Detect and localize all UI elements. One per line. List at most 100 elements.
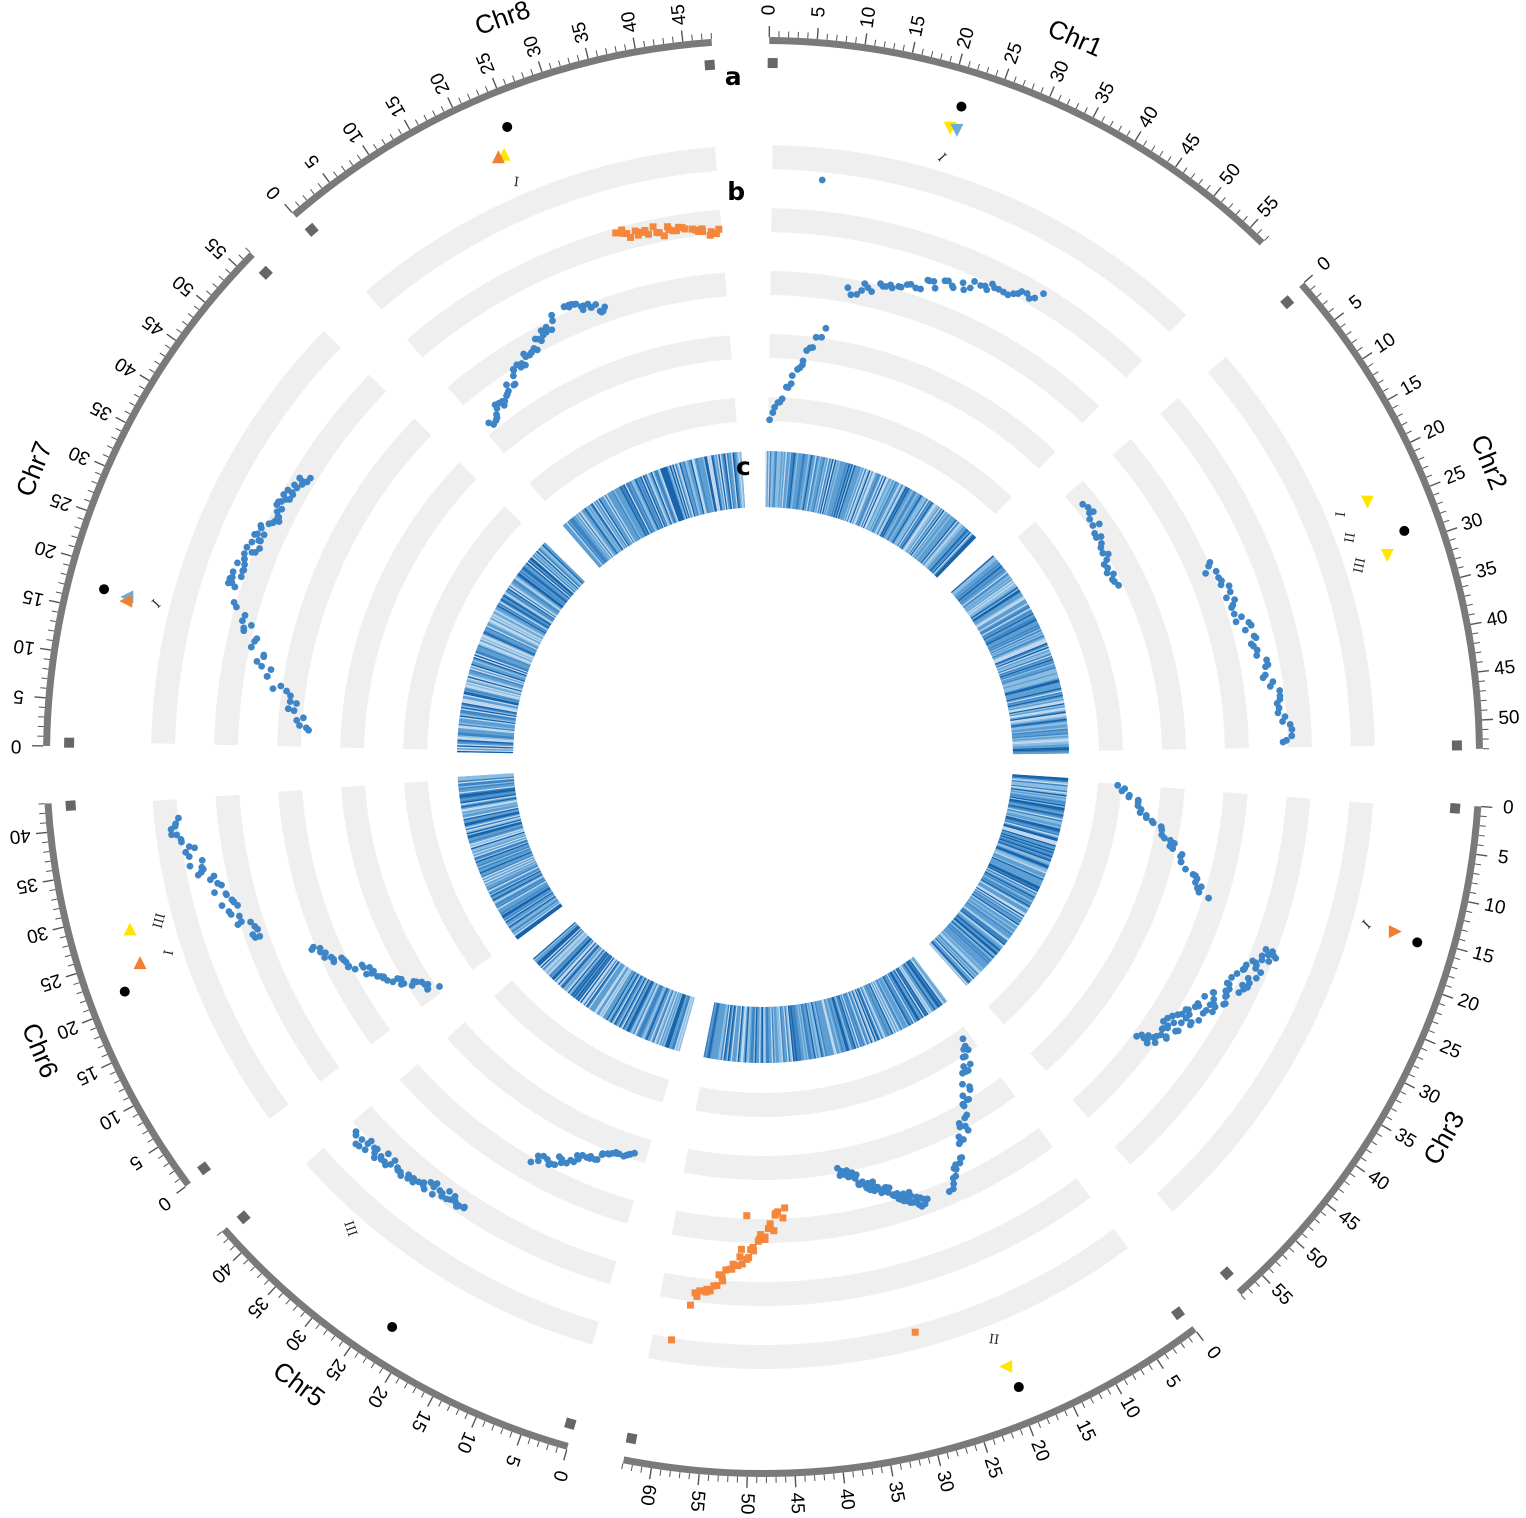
heatmap-bin	[461, 701, 518, 713]
tick-mark	[1477, 669, 1489, 673]
heatmap-bin	[458, 784, 515, 793]
heatmap-bin	[730, 1005, 738, 1062]
scatter-point	[888, 284, 896, 292]
tick-mark	[1417, 1056, 1424, 1060]
heatmap-bin	[487, 865, 539, 891]
tick-mark	[1409, 1073, 1415, 1078]
heatmap-bin	[458, 729, 515, 736]
scatter-point	[766, 1220, 774, 1228]
centromere-chr8	[502, 121, 513, 132]
heatmap-bin	[832, 462, 849, 518]
heatmap-bin	[713, 454, 725, 511]
tick-mark	[1468, 613, 1475, 616]
heatmap-bin	[609, 973, 639, 1023]
tick-mark	[1334, 312, 1345, 321]
heatmap-bin	[1004, 677, 1059, 694]
heatmap-bin	[795, 1004, 805, 1061]
tick-mark	[1452, 547, 1459, 551]
heatmap-bin	[803, 455, 815, 511]
tick-mark	[218, 275, 224, 281]
tick-label: 0	[11, 735, 22, 756]
heatmap-bin	[602, 969, 633, 1019]
scatter-point	[1115, 581, 1122, 589]
heatmap-bin	[865, 477, 890, 530]
scatter-point	[248, 538, 256, 546]
heatmap-bin	[981, 876, 1032, 905]
heatmap-bin	[882, 976, 911, 1027]
heatmap-bin	[608, 492, 638, 542]
heatmap-bin	[628, 481, 654, 533]
heatmap-bin	[974, 594, 1023, 626]
scatter-point	[509, 365, 517, 373]
heatmap-bin	[535, 924, 579, 963]
tick-mark	[1439, 1003, 1446, 1007]
feature-marker-chr6-9	[123, 922, 137, 936]
tick-mark	[1107, 1388, 1112, 1395]
scatter-point	[959, 1092, 967, 1100]
heatmap-bin	[901, 964, 934, 1013]
heatmap-bin	[622, 979, 650, 1030]
heatmap-bin	[978, 882, 1028, 913]
tick-label: 0	[153, 1192, 174, 1215]
heatmap-bin	[888, 972, 918, 1022]
tick-mark	[267, 1286, 276, 1296]
scatter-point	[278, 505, 286, 513]
heatmap-bin	[764, 1006, 767, 1063]
tick-mark	[911, 41, 916, 53]
tick-mark	[537, 61, 543, 73]
tick-mark	[1275, 1261, 1281, 1267]
heatmap-bin	[856, 473, 879, 526]
feature-marker-chr2-3	[1380, 549, 1394, 563]
tick-label: 30	[281, 1325, 311, 1355]
heatmap-bin	[888, 492, 919, 542]
heatmap-bin	[984, 615, 1035, 643]
tick-mark	[584, 47, 589, 59]
heatmap-bin	[1012, 738, 1069, 744]
scatter-point	[917, 285, 924, 293]
heatmap-bin	[866, 478, 891, 530]
tick-label: 35	[243, 1292, 273, 1322]
tick-mark	[243, 1259, 249, 1265]
heatmap-bin	[789, 452, 798, 509]
heatmap-bin	[581, 958, 616, 1004]
heatmap-bin	[999, 838, 1053, 858]
heatmap-bin	[558, 943, 598, 986]
track-bg-chr1-3	[770, 271, 1100, 424]
heatmap-bin	[974, 593, 1023, 625]
scatter-point	[1162, 1035, 1170, 1042]
scatter-point	[493, 411, 500, 418]
heatmap-bin	[466, 680, 522, 696]
tick-mark	[902, 44, 905, 51]
heatmap-bin	[473, 837, 527, 857]
heatmap-bin	[481, 636, 534, 660]
scatter-point	[267, 666, 275, 674]
heatmap-bin	[782, 451, 789, 508]
scatter-point	[293, 700, 300, 707]
heatmap-bin	[501, 886, 550, 918]
tick-mark	[1376, 1132, 1383, 1137]
chromosome-ideogram	[43, 37, 1483, 1477]
heatmap-bin	[977, 599, 1026, 630]
heatmap-bin	[890, 494, 921, 543]
tick-mark	[1320, 1211, 1327, 1217]
scatter-point	[571, 301, 578, 308]
tick-label: 25	[321, 1355, 350, 1384]
heatmap-bin	[994, 849, 1048, 872]
heatmap-bin	[672, 995, 691, 1050]
heatmap-bin	[781, 451, 788, 508]
heatmap-bin	[970, 895, 1018, 928]
heatmap-bin	[457, 743, 514, 748]
tick-mark	[605, 48, 608, 55]
heatmap-bin	[566, 521, 604, 566]
heatmap-bin	[924, 523, 962, 567]
tick-mark	[1118, 125, 1123, 132]
heatmap-bin	[482, 634, 535, 658]
tick-mark	[317, 183, 323, 189]
heatmap-bin	[818, 458, 833, 514]
scatter-point	[1274, 709, 1282, 717]
centromere-chr1	[956, 101, 967, 112]
tick-mark	[614, 46, 617, 53]
scatter-point	[627, 233, 635, 241]
track-bg-chr7-4	[340, 462, 477, 749]
scatter-point	[771, 1211, 779, 1219]
